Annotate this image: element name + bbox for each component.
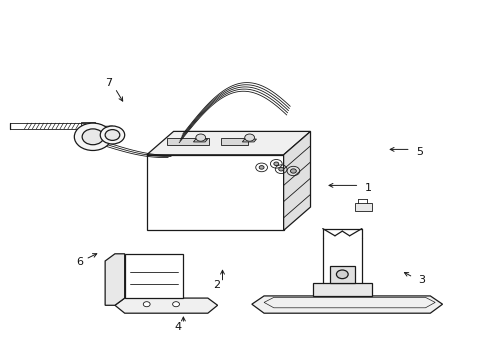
Circle shape	[74, 123, 111, 150]
Circle shape	[278, 167, 283, 171]
Polygon shape	[146, 155, 283, 230]
Polygon shape	[105, 254, 124, 305]
Polygon shape	[146, 131, 310, 155]
Polygon shape	[283, 131, 310, 230]
Circle shape	[143, 302, 150, 307]
Polygon shape	[166, 138, 208, 145]
Text: 3: 3	[418, 275, 425, 285]
Text: 2: 2	[213, 280, 220, 291]
Circle shape	[172, 302, 179, 307]
Polygon shape	[81, 122, 95, 128]
Polygon shape	[251, 296, 442, 313]
Text: 1: 1	[364, 183, 371, 193]
Circle shape	[196, 134, 205, 141]
Polygon shape	[312, 283, 371, 296]
Text: 4: 4	[174, 322, 181, 332]
Circle shape	[82, 129, 103, 145]
Polygon shape	[329, 266, 354, 283]
Polygon shape	[115, 298, 217, 313]
Circle shape	[336, 270, 347, 279]
Polygon shape	[124, 254, 183, 298]
Circle shape	[273, 162, 278, 166]
Text: 7: 7	[105, 78, 112, 88]
Circle shape	[105, 130, 120, 140]
Circle shape	[290, 169, 296, 173]
Polygon shape	[193, 139, 207, 142]
Polygon shape	[221, 138, 247, 145]
Text: 5: 5	[415, 147, 422, 157]
Text: 6: 6	[76, 257, 83, 267]
Polygon shape	[242, 139, 256, 142]
Circle shape	[244, 134, 254, 141]
Circle shape	[100, 126, 124, 144]
Circle shape	[259, 166, 264, 169]
Polygon shape	[354, 203, 371, 211]
Polygon shape	[93, 126, 112, 131]
